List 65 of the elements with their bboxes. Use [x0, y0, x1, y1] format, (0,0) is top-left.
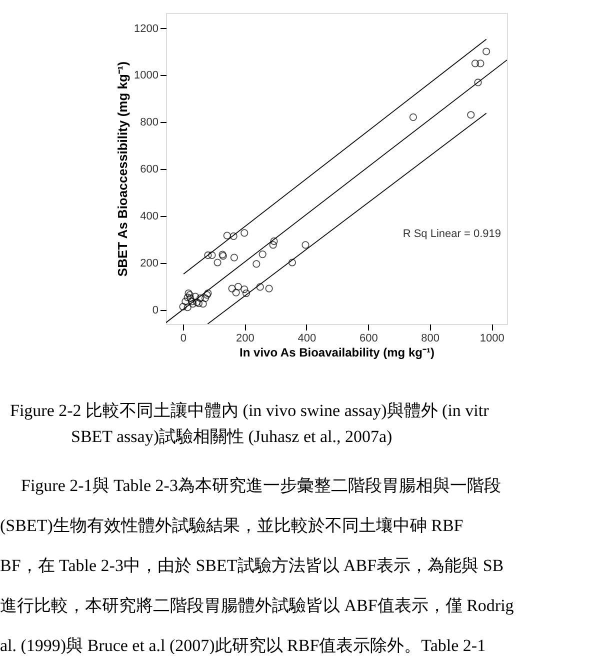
point — [182, 298, 190, 306]
y-tick-label: 1000 — [134, 70, 158, 82]
x-tick-label: 200 — [236, 332, 254, 344]
x-tick-label: 1000 — [480, 332, 504, 344]
y-axis-title: SBET As Bioaccessibility (mg kg⁻¹) — [115, 61, 130, 277]
point — [201, 294, 209, 302]
text: 進行比較，本研究將二階段胃腸體外試驗皆以 ABF值表示，僅 Rodrig — [0, 596, 514, 615]
point — [234, 282, 242, 290]
point — [179, 302, 187, 310]
point — [240, 285, 248, 294]
point — [474, 78, 482, 86]
text: (SBET)生物有效性體外試驗結果，並比較於不同土壤中砷 RBF — [0, 516, 464, 535]
point — [232, 288, 240, 296]
point — [471, 60, 480, 68]
point — [467, 111, 475, 119]
text: SBET assay)試驗相關性 (Juhasz et al., 2007a) — [71, 427, 392, 446]
point — [228, 284, 236, 292]
point — [196, 294, 204, 302]
point — [193, 298, 201, 306]
x-tick-label: 0 — [180, 332, 187, 344]
point — [240, 229, 248, 237]
point — [269, 241, 277, 249]
y-tick-label: 600 — [140, 164, 158, 176]
point — [204, 251, 212, 260]
point — [208, 251, 216, 260]
point — [256, 283, 264, 291]
point — [265, 284, 273, 292]
point — [186, 291, 194, 299]
annotation: R Sq Linear = 0.919 — [402, 228, 501, 240]
point — [203, 291, 211, 299]
point — [409, 113, 417, 122]
point — [199, 300, 207, 308]
point — [270, 237, 278, 245]
x-axis-title: In vivo As Bioavailability (mg kg⁻¹) — [240, 346, 434, 360]
point — [230, 254, 238, 262]
point — [189, 300, 197, 308]
point — [223, 232, 231, 240]
point — [214, 258, 222, 266]
x-tick-label: 600 — [359, 332, 378, 344]
caption: Figure 2-1與 Table 2-3為本研究進一步彙整二階段胃腸相與一階段 — [21, 476, 501, 495]
text: BF，在 Table 2-3中，由於 SBET試驗方法皆以 ABF表示，為能與 SB — [0, 556, 504, 575]
point — [192, 292, 200, 300]
y-tick-label: 800 — [140, 116, 158, 129]
point — [252, 260, 260, 268]
point — [302, 241, 310, 249]
point — [194, 300, 203, 308]
point — [258, 250, 266, 258]
point — [242, 289, 250, 298]
point — [288, 258, 296, 266]
point — [184, 289, 192, 298]
y-tick-label: 400 — [140, 210, 158, 223]
point — [184, 304, 192, 312]
point — [482, 48, 490, 56]
x-tick-label: 800 — [421, 332, 440, 344]
point — [230, 232, 238, 240]
caption: Figure 2-2 比較不同土讓中體內 (in vivo swine assay)與體外 (in vitr — [10, 401, 490, 420]
y-tick-label: 1200 — [134, 22, 158, 35]
y-tick-label: 0 — [152, 304, 158, 316]
point — [188, 298, 196, 306]
point — [186, 294, 194, 302]
y-tick-label: 200 — [140, 257, 158, 270]
x-tick-label: 400 — [298, 332, 316, 344]
point — [476, 60, 484, 68]
point — [184, 294, 192, 302]
point — [204, 289, 212, 298]
